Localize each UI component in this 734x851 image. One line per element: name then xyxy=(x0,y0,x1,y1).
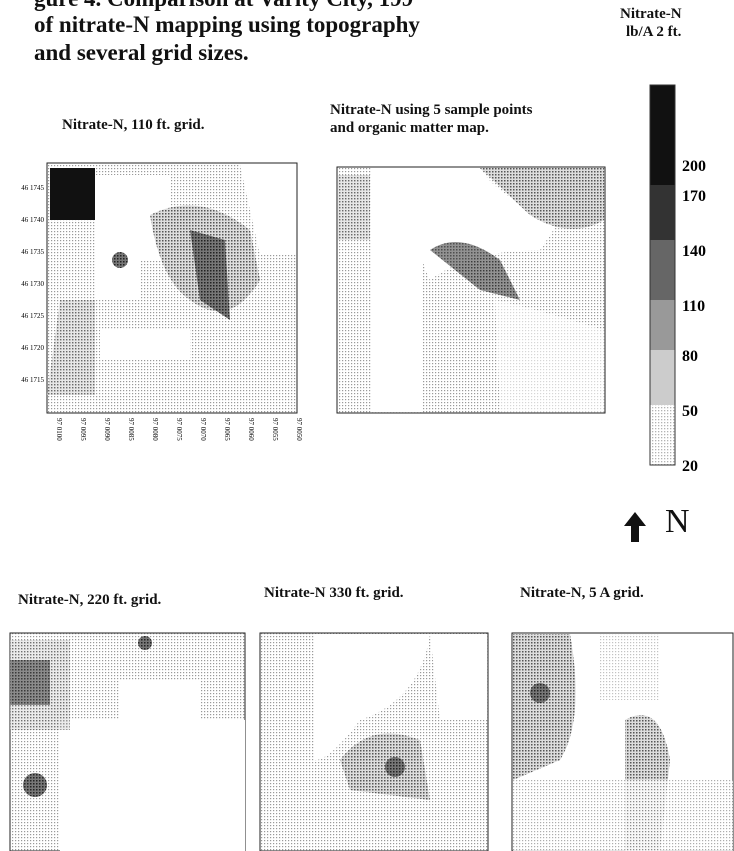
x-axis-label: 97 0075 xyxy=(175,418,183,441)
x-axis-label: 97 0080 xyxy=(151,418,159,441)
x-axis-label: 97 0060 xyxy=(247,418,255,441)
maps: 46 1745 46 1740 46 1735 46 1730 46 1725 46 17… xyxy=(0,0,734,851)
y-axis-label: 46 1735 xyxy=(21,248,44,256)
x-axis-label: 97 0055 xyxy=(271,418,279,441)
x-axis-label: 97 0100 xyxy=(55,418,63,441)
page: {"header": {"title_lines": ["gure 4. Com… xyxy=(0,0,734,851)
x-axis-label: 97 0050 xyxy=(295,418,303,441)
map-5 xyxy=(512,633,733,851)
map-1 xyxy=(47,163,297,413)
y-axis-label: 46 1715 xyxy=(21,376,44,384)
x-axis-label: 97 0085 xyxy=(127,418,135,441)
map-2 xyxy=(337,167,605,413)
x-axis-label: 97 0070 xyxy=(199,418,207,441)
y-axis-label: 46 1730 xyxy=(21,280,44,288)
y-axis-label: 46 1745 xyxy=(21,184,44,192)
map-4 xyxy=(260,633,488,851)
x-axis-label: 97 0065 xyxy=(223,418,231,441)
y-axis-label: 46 1720 xyxy=(21,344,44,352)
map-3 xyxy=(10,633,245,851)
y-axis-label: 46 1725 xyxy=(21,312,44,320)
y-axis-label: 46 1740 xyxy=(21,216,44,224)
x-axis-label: 97 0090 xyxy=(103,418,111,441)
x-axis-label: 97 0095 xyxy=(79,418,87,441)
